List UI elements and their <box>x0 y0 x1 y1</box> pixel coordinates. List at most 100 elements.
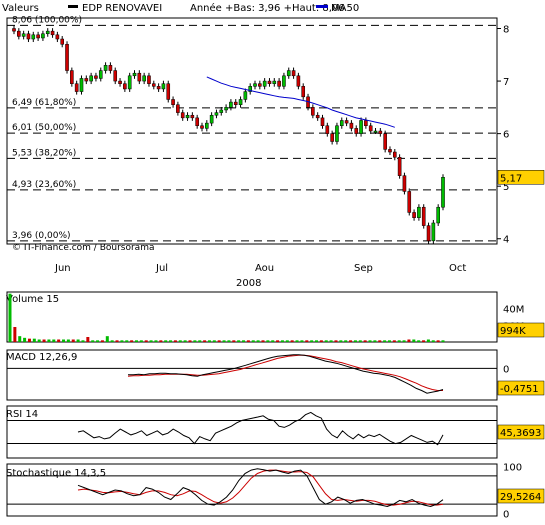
stochastic-label: Stochastique 14,3,5 <box>6 468 106 479</box>
candle <box>344 120 349 124</box>
header-label: Valeurs <box>2 3 39 14</box>
candle <box>392 151 397 158</box>
candle <box>180 112 185 119</box>
candle <box>41 33 45 39</box>
volume-bar <box>324 340 328 342</box>
candle <box>171 99 175 105</box>
volume-bar <box>431 340 435 342</box>
volume-bar <box>276 340 280 342</box>
candle <box>108 65 113 71</box>
candle <box>373 130 378 133</box>
volume-bar <box>86 337 90 342</box>
candle <box>407 191 412 213</box>
candle <box>421 206 426 226</box>
volume-bar <box>271 340 275 342</box>
volume-bar <box>188 340 192 342</box>
volume-bar <box>134 340 138 342</box>
x-year-label: 2008 <box>236 278 261 289</box>
candle <box>219 109 224 113</box>
candle <box>12 28 16 32</box>
candle <box>74 83 79 92</box>
candle <box>55 34 60 40</box>
volume-bar <box>334 340 338 342</box>
candle <box>89 75 93 82</box>
candle <box>349 122 354 129</box>
x-tick-label: Sep <box>354 263 373 274</box>
volume-bar <box>246 340 250 342</box>
volume-bar <box>417 340 421 342</box>
candle <box>286 70 291 77</box>
volume-bar <box>62 339 66 342</box>
candle <box>296 75 301 87</box>
candle <box>70 70 74 84</box>
volume-bar <box>139 340 143 342</box>
candle <box>127 75 132 90</box>
volume-bar <box>125 340 129 342</box>
candle <box>50 30 55 36</box>
candle <box>315 114 320 119</box>
x-tick-label: Jul <box>155 263 168 274</box>
fib-label: 5,53 (38,20%) <box>12 148 76 158</box>
candle <box>282 75 286 87</box>
volume-bar <box>402 340 406 342</box>
candle <box>209 114 214 124</box>
x-tick-label: Aou <box>255 263 274 274</box>
volume-bar <box>305 340 309 342</box>
rsi-last: 45,3693 <box>500 428 541 439</box>
volume-bar <box>193 340 197 342</box>
volume-bar <box>412 339 416 342</box>
volume-bar <box>144 340 148 342</box>
volume-bar <box>266 340 270 342</box>
candle <box>190 114 195 119</box>
volume-bar <box>290 340 294 342</box>
volume-bar <box>81 340 85 342</box>
volume-bar <box>251 340 255 342</box>
volume-bar <box>441 340 445 342</box>
rsi-label: RSI 14 <box>6 409 38 420</box>
candle <box>118 80 122 84</box>
volume-bar <box>8 293 12 342</box>
candle <box>441 177 445 208</box>
candle <box>60 38 65 45</box>
volume-bar <box>383 340 387 342</box>
candle <box>320 117 325 126</box>
volume-bar <box>319 340 323 342</box>
series-legend-swatch <box>68 5 78 8</box>
y-tick-label: 5 <box>503 182 509 193</box>
candle <box>339 120 344 126</box>
macd-line <box>128 354 444 394</box>
volume-bar <box>178 340 182 342</box>
volume-bar <box>329 340 333 342</box>
candle <box>368 125 373 132</box>
candle <box>229 101 233 108</box>
volume-bar <box>363 340 367 342</box>
volume-bar <box>66 339 70 342</box>
volume-label: Volume 15 <box>6 294 59 305</box>
candle <box>224 107 228 111</box>
fib-label: 4,93 (23,60%) <box>12 180 76 190</box>
candle <box>17 30 21 37</box>
volume-bar <box>353 340 357 342</box>
candle <box>364 120 368 126</box>
candle <box>185 114 190 119</box>
volume-bar <box>115 340 119 342</box>
candle <box>94 75 98 79</box>
candle <box>354 128 359 134</box>
ma50-line <box>206 76 395 128</box>
candle <box>214 112 219 116</box>
ma-name: MA50 <box>331 3 359 14</box>
volume-bar <box>71 339 75 342</box>
volume-bar <box>280 340 284 342</box>
candle <box>325 125 330 134</box>
volume-bar <box>105 336 109 342</box>
header-info: Année +Bas: 3,96 +Haut: 8,06 <box>190 2 345 14</box>
volume-bar <box>242 340 246 342</box>
fib-label: 6,01 (50,00%) <box>12 123 76 133</box>
volume-bar <box>207 340 211 342</box>
last-price-box <box>497 170 545 185</box>
volume-bar <box>91 340 95 342</box>
candle <box>147 75 151 84</box>
volume-last: 994K <box>500 326 526 337</box>
candle <box>123 83 127 90</box>
candle <box>417 206 421 218</box>
